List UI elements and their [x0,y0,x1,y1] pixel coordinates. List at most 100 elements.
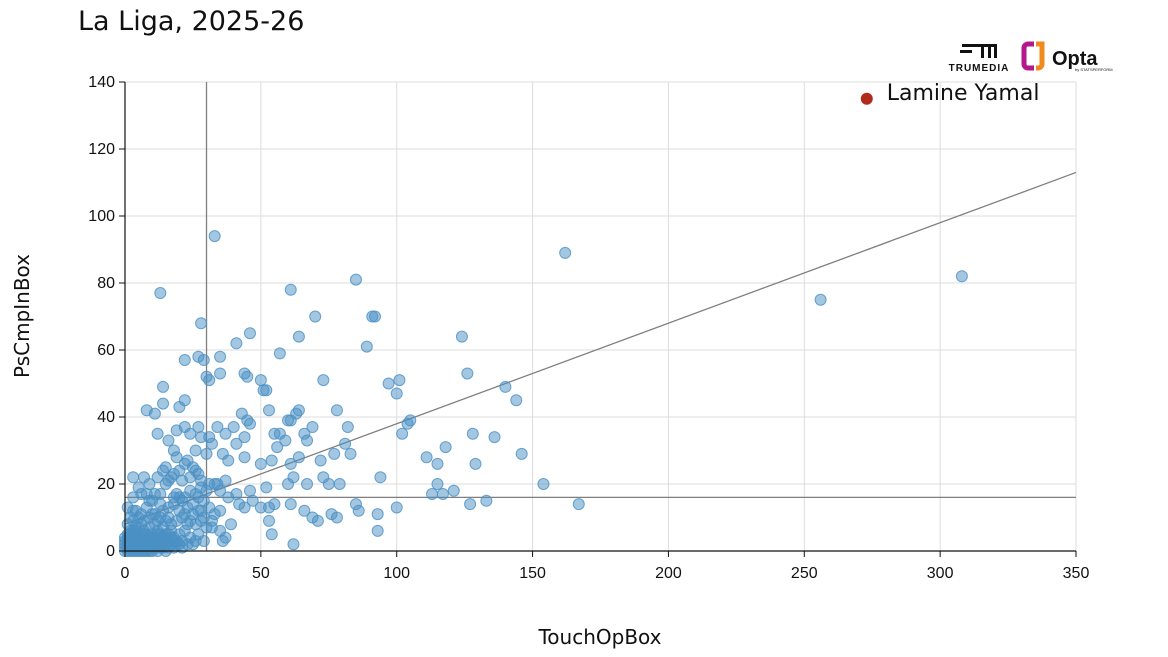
data-point [260,384,273,397]
data-point [306,421,319,434]
data-point [447,484,460,497]
data-point [284,498,297,511]
data-point [309,310,322,323]
data-point [238,501,251,514]
data-point [254,457,267,470]
data-point [431,478,444,490]
y-tick-label: 100 [88,208,115,225]
data-point [265,528,278,541]
data-point [195,317,208,330]
data-point [298,504,311,517]
data-point [241,370,254,383]
data-point [265,454,278,467]
data-point [344,447,357,460]
x-tick-label: 350 [1063,565,1090,582]
data-point [330,511,343,524]
data-point [559,246,572,259]
data-point [195,481,208,494]
trumedia-logo: TRUMEDIA [949,44,1008,74]
data-point [469,457,482,470]
data-point [341,421,354,434]
data-point [330,404,343,417]
data-point [151,427,164,440]
data-point [143,478,156,490]
data-point [243,417,256,430]
data-point [127,491,140,504]
data-point [238,451,251,464]
y-tick-label: 60 [97,342,115,359]
data-point [192,467,205,480]
data-point [466,427,479,440]
data-point [333,478,346,490]
data-point [436,488,449,501]
data-point [301,434,314,447]
data-point [189,534,202,547]
y-tick-label: 20 [97,476,115,493]
data-point [222,491,235,504]
opta-logo: Opta by STATSPERFORM [1021,41,1113,72]
data-point [173,464,186,477]
y-tick-label: 80 [97,275,115,292]
data-point [170,451,183,464]
opta-logo-text: Opta [1052,48,1098,70]
data-point [184,427,197,440]
x-tick-label: 150 [519,565,546,582]
data-point [480,494,493,507]
y-tick-label: 0 [106,543,115,560]
x-tick-label: 250 [791,565,818,582]
data-points [119,230,968,557]
data-point [273,347,286,360]
data-point [214,504,227,517]
data-point [279,434,292,447]
data-point [254,374,267,387]
data-point [127,471,140,484]
data-point [260,481,273,494]
data-point [390,387,403,400]
data-point [157,380,170,393]
data-point [162,501,175,514]
data-point [292,404,305,417]
data-point [263,514,276,527]
data-point [214,484,227,497]
data-point [214,367,227,380]
data-point [271,441,284,454]
data-point [420,451,433,464]
data-point [537,478,550,490]
x-tick-label: 200 [655,565,682,582]
data-point [200,447,213,460]
data-point [439,441,452,454]
data-point [311,514,324,527]
data-point [205,437,218,450]
data-point [301,478,314,490]
data-point [287,471,300,484]
data-point [360,340,373,353]
reference-lines [124,82,1077,551]
trend-line [124,171,1077,525]
data-point [178,354,191,367]
data-point [157,464,170,477]
data-point [238,431,251,444]
x-tick-label: 50 [252,565,270,582]
data-point [461,367,474,380]
data-point [208,230,221,243]
data-point [510,394,523,407]
data-point [230,437,243,450]
data-point [224,518,237,531]
chart-title: La Liga, 2025-26 [78,6,305,37]
data-point [148,488,161,501]
data-point [317,374,330,387]
data-point [216,534,229,547]
data-point [263,404,276,417]
data-point [322,478,335,490]
y-axis-ticks: 0 20 40 60 80 100 120 140 [88,74,125,560]
data-point [464,498,477,511]
data-point [814,293,827,306]
data-point [328,447,341,460]
data-point [455,330,468,343]
data-point [404,414,417,427]
data-point [426,488,439,501]
data-point [390,501,403,514]
data-point [211,421,224,434]
data-point [243,327,256,340]
data-point [192,421,205,434]
